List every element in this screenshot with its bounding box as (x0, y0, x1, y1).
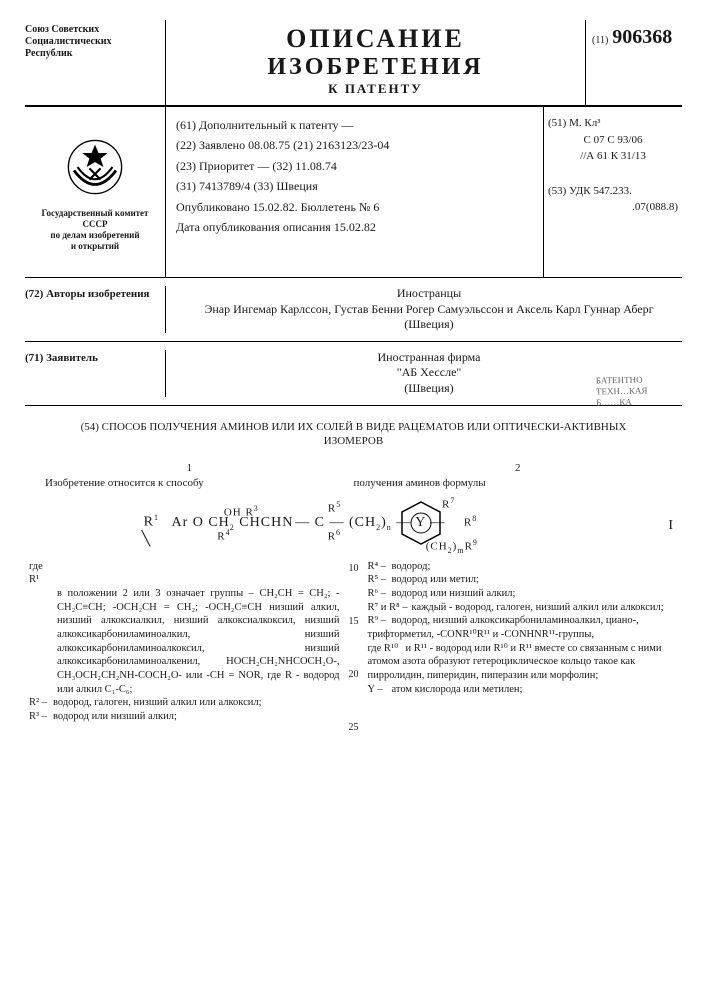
def-r1: в положении 2 или 3 означает группы – CH… (57, 587, 340, 696)
def-label: где R¹⁰ (368, 642, 406, 656)
title-block: ОПИСАНИЕ ИЗОБРЕТЕНИЯ К ПАТЕНТУ (165, 20, 586, 105)
intro-row: 1 2 (25, 461, 682, 475)
invention-title: (54) СПОСОБ ПОЛУЧЕНИЯ АМИНОВ ИЛИ ИХ СОЛЕ… (65, 420, 642, 450)
def-r3: водород или низший алкил; (53, 711, 177, 722)
field-23: (23) Приоритет — (32) 11.08.74 (176, 156, 533, 176)
header-row: Союз Советских Социалистических Республи… (25, 20, 682, 107)
applicant-row: (71) Заявитель Иностранная фирма "АБ Хес… (25, 342, 682, 406)
authors-label: (72) Авторы изобретения (25, 286, 165, 333)
def-y: атом кислорода или метилен; (392, 684, 523, 695)
intro-text-row: Изобретение относится к способу получени… (25, 476, 682, 490)
authors-country: (Швеция) (176, 317, 682, 333)
authors-text: Энар Ингемар Карлссон, Густав Бенни Роге… (176, 302, 682, 318)
intro-right: получения аминов формулы (354, 476, 683, 490)
def-r2: водород, галоген, низший алкил или алкок… (53, 697, 262, 708)
defs-right-col: R⁴ –водород; R⁵ –водород или метил; R⁶ –… (364, 560, 683, 734)
col-num-2: 2 (354, 461, 683, 475)
field-51b: //А 61 К 31/13 (548, 148, 678, 165)
field-61: (61) Дополнительный к патенту — (176, 115, 533, 135)
def-label: R⁴ – (368, 560, 392, 574)
stamp-line: TEXH…КАЯ (595, 385, 647, 397)
applicant-nat: Иностранная фирма (176, 350, 682, 366)
field-53b: .07(088.8) (548, 199, 678, 216)
def-label: где R¹ (29, 560, 53, 587)
title-kpatentu: К ПАТЕНТУ (170, 81, 581, 97)
committee-line: Государственный комитет (42, 208, 149, 219)
library-stamp: БАТЕНТНО TEXH…КАЯ Б……КА (595, 375, 647, 408)
def-r5: водород или метил; (392, 574, 479, 585)
committee-line: и открытий (71, 241, 119, 252)
authors-nat: Иностранцы (176, 286, 682, 302)
field-31: (31) 7413789/4 (33) Швеция (176, 176, 533, 196)
republic-block: Союз Советских Социалистических Республи… (25, 20, 165, 105)
doc-number-block: (11) 906368 (586, 20, 682, 105)
def-label: R³ – (29, 710, 53, 724)
biblio-right: (51) М. Кл³ С 07 С 93/06 //А 61 К 31/13 … (544, 107, 682, 277)
formula-number: I (668, 518, 674, 534)
biblio-mid: (61) Дополнительный к патенту — (22) Зая… (165, 107, 544, 277)
authors-row: (72) Авторы изобретения Иностранцы Энар … (25, 278, 682, 342)
authors-body: Иностранцы Энар Ингемар Карлссон, Густав… (165, 286, 682, 333)
committee-line: по делам изобретений (50, 230, 139, 241)
def-label: R⁶ – (368, 587, 392, 601)
def-label: R² – (29, 696, 53, 710)
def-label: R⁹ – (368, 614, 392, 628)
field-53: (53) УДК 547.233. (548, 183, 678, 200)
committee-block: Государственный комитет СССР по делам из… (25, 107, 165, 277)
def-r78: каждый - водород, галоген, низший алкил … (412, 602, 664, 613)
def-label: R⁵ – (368, 573, 392, 587)
title-sub: ИЗОБРЕТЕНИЯ (170, 54, 581, 81)
field-51-label: (51) М. Кл³ (548, 115, 678, 132)
def-r6: водород или низший алкил; (392, 588, 516, 599)
stamp-line: Б……КА (596, 396, 648, 408)
republic-line: Союз Советских (25, 24, 165, 36)
republic-line: Социалистических (25, 36, 165, 48)
def-label: Y – (368, 683, 392, 697)
patent-page: Союз Советских Социалистических Республи… (0, 0, 707, 1000)
republic-line: Республик (25, 48, 165, 60)
stamp-line: БАТЕНТНО (595, 375, 647, 387)
field-22: (22) Заявлено 08.08.75 (21) 2163123/23-0… (176, 135, 533, 155)
line-numbers: 10 15 20 25 (344, 560, 364, 734)
def-r4: водород; (392, 561, 431, 572)
definitions-block: где R¹ в положении 2 или 3 означает груп… (25, 560, 682, 734)
intro-left: Изобретение относится к способу (25, 476, 354, 490)
title-main: ОПИСАНИЕ (170, 24, 581, 54)
field-pub: Опубликовано 15.02.82. Бюллетень № 6 (176, 197, 533, 217)
doc-number: 906368 (612, 26, 672, 48)
defs-left-col: где R¹ в положении 2 или 3 означает груп… (25, 560, 344, 734)
num-prefix: (11) (592, 35, 608, 46)
chemical-formula: R1 ╲ Ar O CH2 CHCHN OH R3 R4 — C — (CH2)… (25, 498, 682, 548)
col-num-1: 1 (25, 461, 354, 475)
ln: 25 (344, 721, 364, 734)
def-label: R⁷ и R⁸ – (368, 601, 412, 615)
ln: 15 (344, 615, 364, 628)
field-pubdate: Дата опубликования описания 15.02.82 (176, 217, 533, 237)
committee-line: СССР (83, 219, 108, 230)
applicant-label: (71) Заявитель (25, 350, 165, 397)
ln: 10 (344, 562, 364, 575)
ln: 20 (344, 668, 364, 681)
biblio-row: Государственный комитет СССР по делам из… (25, 107, 682, 278)
field-51a: С 07 С 93/06 (548, 132, 678, 149)
def-r1011: и R¹¹ - водород или R¹⁰ и R¹¹ вместе со … (368, 643, 662, 681)
def-r9: водород, низший алкоксикарбониламиноалки… (368, 615, 639, 640)
ussr-emblem-icon (60, 132, 130, 202)
